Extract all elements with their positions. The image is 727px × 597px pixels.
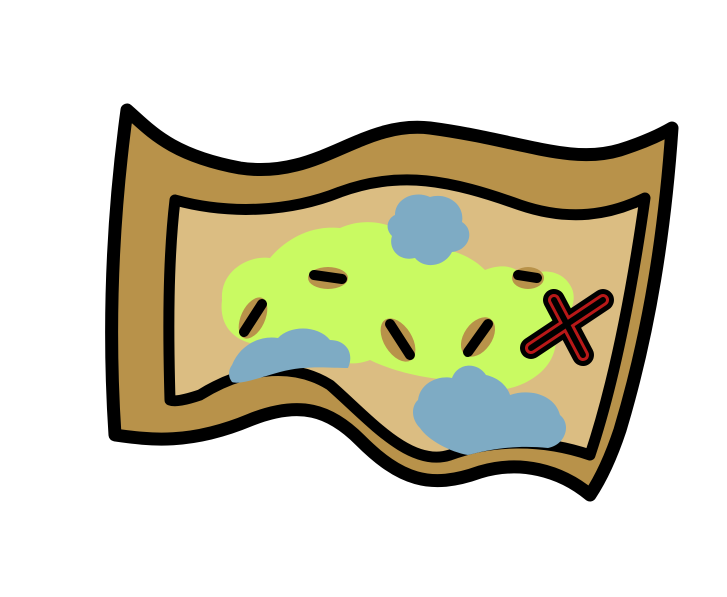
path-dash-icon (385, 319, 415, 360)
map-water-top (387, 194, 470, 266)
path-markers (238, 267, 544, 362)
map-water-left (229, 328, 351, 383)
path-dash-icon (309, 270, 347, 284)
map-water-bottom (413, 365, 567, 455)
path-dash-icon (239, 299, 267, 337)
x-mark-icon (520, 289, 614, 366)
path-dash-icon (463, 319, 493, 357)
path-dash-icon (513, 270, 542, 283)
